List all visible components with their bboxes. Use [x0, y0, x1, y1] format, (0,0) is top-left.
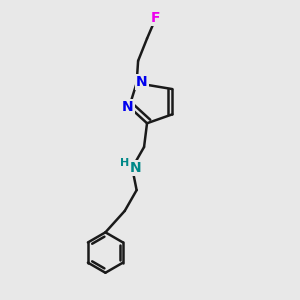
Text: F: F — [151, 11, 161, 25]
Text: N: N — [122, 100, 134, 114]
Text: N: N — [129, 161, 141, 175]
Text: H: H — [120, 158, 129, 168]
Text: N: N — [136, 75, 148, 88]
